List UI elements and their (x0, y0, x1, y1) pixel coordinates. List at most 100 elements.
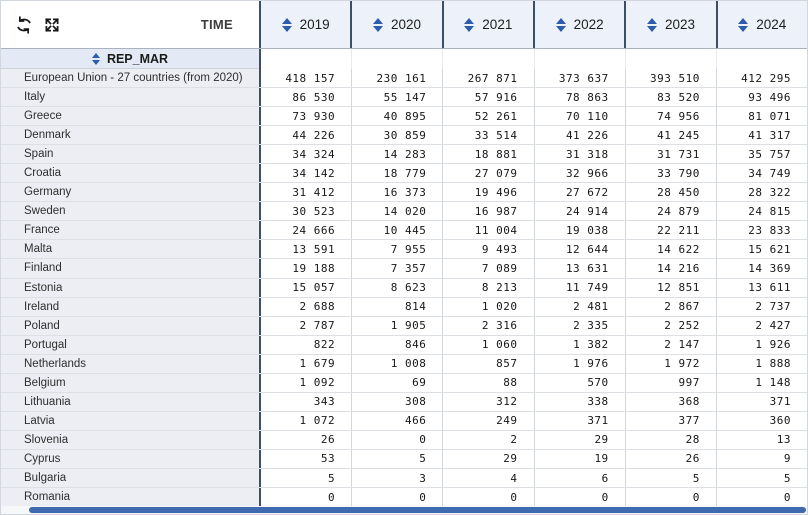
header-corner: TIME (1, 1, 259, 48)
column-header-label: 2020 (390, 17, 422, 32)
row-header: Sweden (1, 202, 259, 221)
table-row: Romania 0 0 0 0 0 0 (1, 488, 807, 507)
data-cell: 11 749 (533, 278, 625, 297)
sort-up-icon (464, 17, 475, 24)
sort-icon[interactable] (464, 17, 475, 32)
rep-mar-header[interactable]: REP_MAR (1, 49, 259, 69)
swap-dimensions-icon[interactable] (13, 14, 35, 36)
data-cell: 2 867 (624, 297, 716, 316)
data-cell: 5 (715, 468, 807, 488)
column-header-label: 2023 (664, 17, 695, 32)
data-cell: 11 004 (442, 221, 534, 240)
data-cell: 14 283 (351, 145, 443, 164)
data-cell: 1 148 (715, 373, 807, 392)
row-cells: 86 530 55 147 57 916 78 863 83 520 93 496 (259, 88, 807, 107)
sort-icon[interactable] (91, 52, 100, 65)
dimension-row-cells (259, 49, 807, 69)
data-cell: 19 (533, 449, 625, 468)
data-cell: 2 427 (715, 316, 807, 335)
data-cell: 16 373 (351, 183, 443, 202)
column-header-label: 2021 (482, 17, 513, 32)
data-cell: 418 157 (261, 69, 352, 88)
empty-cell (351, 49, 442, 69)
expand-icon[interactable] (41, 14, 63, 36)
empty-cell (715, 49, 807, 69)
table-row: Croatia 34 142 18 779 27 079 32 966 33 790 34 … (1, 164, 807, 184)
data-cell: 466 (351, 411, 443, 430)
column-header-2021[interactable]: 2021 (441, 1, 533, 48)
sort-down-icon (372, 25, 383, 32)
row-header: Bulgaria (1, 468, 259, 488)
horizontal-scrollbar[interactable] (1, 506, 807, 514)
data-cell: 88 (442, 373, 534, 392)
data-cell: 822 (261, 335, 352, 354)
data-cell: 368 (624, 392, 716, 411)
sort-icon[interactable] (646, 17, 657, 32)
data-cell: 24 815 (715, 202, 807, 221)
scrollbar-thumb[interactable] (29, 507, 806, 513)
row-header: Croatia (1, 164, 259, 183)
column-header-2019[interactable]: 2019 (259, 1, 351, 48)
data-cell: 31 412 (261, 183, 352, 202)
column-header-2024[interactable]: 2024 (715, 1, 807, 48)
column-header-2020[interactable]: 2020 (350, 1, 442, 48)
data-cell: 31 731 (624, 145, 716, 164)
data-cell: 14 020 (351, 202, 443, 221)
column-header-label: 2022 (573, 17, 604, 32)
sort-up-icon (281, 17, 292, 24)
column-header-2022[interactable]: 2022 (532, 1, 625, 48)
table-row: Netherlands 1 679 1 008 857 1 976 1 972 1 888 (1, 354, 807, 374)
data-cell: 308 (351, 392, 443, 411)
data-cell: 267 871 (442, 69, 534, 88)
data-cell: 360 (715, 411, 807, 430)
data-cell: 24 879 (624, 202, 716, 221)
data-cell: 19 496 (442, 183, 534, 202)
data-cell: 34 749 (715, 164, 807, 183)
data-cell: 28 322 (715, 183, 807, 202)
data-cell: 30 523 (261, 202, 352, 221)
data-cell: 9 493 (442, 240, 534, 259)
data-cell: 28 450 (624, 183, 716, 202)
data-cell: 81 071 (715, 107, 807, 126)
sort-down-icon (91, 59, 100, 65)
data-cell: 1 382 (533, 335, 625, 354)
data-cell: 12 644 (533, 240, 625, 259)
data-cell: 14 216 (624, 259, 716, 278)
table-body: European Union - 27 countries (from 2020… (1, 69, 807, 507)
data-cell: 86 530 (261, 88, 352, 107)
data-cell: 22 211 (624, 221, 716, 240)
data-cell: 33 790 (624, 164, 716, 183)
row-header: Slovenia (1, 430, 259, 449)
table-row: Italy 86 530 55 147 57 916 78 863 83 520 93 49… (1, 88, 807, 108)
data-cell: 34 142 (261, 164, 352, 183)
data-cell: 0 (351, 430, 443, 449)
data-cell: 997 (624, 373, 716, 392)
column-header-2023[interactable]: 2023 (624, 1, 716, 48)
sort-up-icon (372, 17, 383, 24)
data-cell: 412 295 (715, 69, 807, 88)
row-header: Malta (1, 240, 259, 259)
data-cell: 1 679 (261, 354, 352, 373)
data-cell: 29 (533, 430, 625, 449)
data-cell: 52 261 (442, 107, 534, 126)
sort-icon[interactable] (281, 17, 292, 32)
row-cells: 30 523 14 020 16 987 24 914 24 879 24 815 (259, 202, 807, 221)
data-cell: 2 481 (533, 297, 625, 316)
data-cell: 57 916 (442, 88, 534, 107)
time-dimension-label: TIME (200, 17, 233, 32)
data-cell: 5 (624, 468, 716, 488)
data-cell: 9 (715, 449, 807, 468)
data-cell: 41 226 (533, 126, 625, 145)
table-row: Latvia 1 072 466 249 371 377 360 (1, 411, 807, 431)
data-cell: 10 445 (351, 221, 443, 240)
sort-up-icon (738, 17, 749, 24)
sort-icon[interactable] (555, 17, 566, 32)
data-cell: 7 357 (351, 259, 443, 278)
sort-icon[interactable] (372, 17, 383, 32)
data-cell: 0 (351, 488, 443, 507)
row-cells: 418 157 230 161 267 871 373 637 393 510 412 2… (259, 69, 807, 88)
sort-icon[interactable] (738, 17, 749, 32)
